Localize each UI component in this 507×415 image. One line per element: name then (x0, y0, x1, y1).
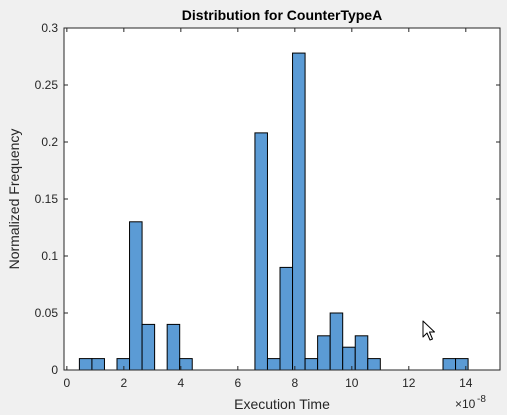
x-ticks-group: 0 2 4 6 8 10 12 14 (64, 28, 473, 390)
histogram-bar (179, 358, 193, 371)
y-axis-label: Normalized Frequency (6, 129, 22, 270)
y-tick-label: 0.2 (41, 135, 58, 149)
x-exponent-power: -8 (477, 394, 486, 405)
x-tick-label: 12 (402, 376, 416, 390)
histogram-bar (78, 358, 93, 371)
x-tick-label: 10 (345, 376, 359, 390)
histogram-bar (91, 358, 105, 371)
histogram-bar (166, 323, 181, 371)
x-tick-label: 6 (234, 376, 241, 390)
histogram-bar (342, 346, 356, 371)
histogram-bar (129, 221, 143, 371)
y-ticks-group: 0 0.05 0.1 0.15 0.2 0.25 0.3 (35, 21, 500, 377)
histogram-bar (266, 358, 281, 371)
histogram-bar (367, 358, 381, 371)
x-axis-label: Execution Time (234, 396, 330, 412)
y-tick-label: 0.15 (35, 192, 59, 206)
mouse-pointer-icon (422, 320, 435, 341)
x-tick-label: 14 (459, 376, 473, 390)
x-tick-label: 4 (177, 376, 184, 390)
y-tick-label: 0 (51, 363, 58, 377)
histogram-bar (116, 358, 131, 371)
histogram-bar (141, 323, 156, 371)
y-tick-label: 0.05 (35, 306, 59, 320)
x-tick-label: 0 (64, 376, 71, 390)
histogram-bar (317, 335, 331, 371)
x-tick-label: 8 (291, 376, 298, 390)
histogram-bar (279, 266, 294, 371)
y-tick-label: 0.3 (41, 21, 58, 35)
histogram-bar (292, 52, 306, 371)
x-tick-label: 2 (120, 376, 127, 390)
histogram-bar (329, 312, 344, 371)
y-tick-label: 0.1 (41, 249, 58, 263)
x-exponent: ×10 -8 (455, 394, 486, 411)
chart-title: Distribution for CounterTypeA (182, 7, 382, 23)
histogram-bar (442, 358, 457, 371)
bars-group (78, 52, 469, 371)
histogram-bar (354, 335, 369, 371)
histogram-bar (254, 132, 268, 371)
x-exponent-base: ×10 (455, 397, 476, 411)
y-tick-label: 0.25 (35, 78, 59, 92)
histogram-bar (304, 358, 319, 371)
